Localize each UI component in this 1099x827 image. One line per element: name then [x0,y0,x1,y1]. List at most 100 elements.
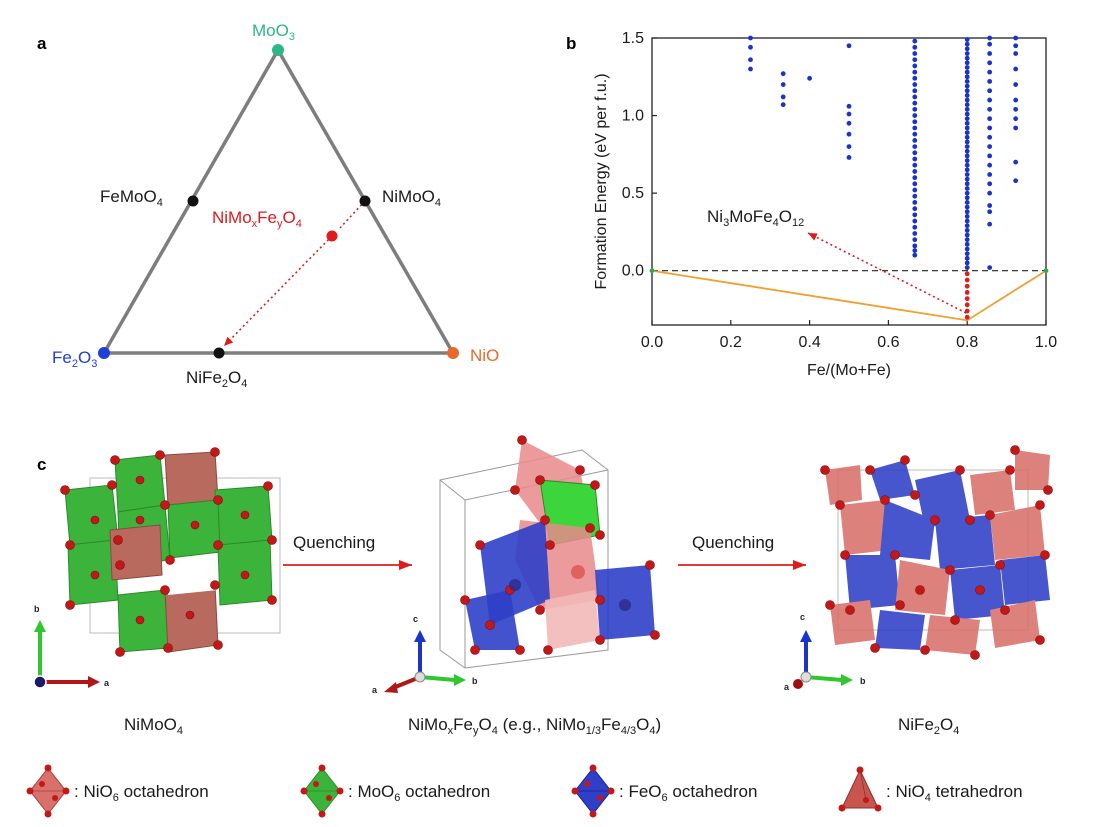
femoo4-marker [187,195,199,207]
data-point [780,102,786,108]
data-point [964,144,970,149]
data-point [1013,178,1019,184]
data-point [780,71,786,77]
data-point [964,302,970,308]
data-point [912,75,918,81]
vertex-fe2o3-marker [98,347,110,359]
axis-a-label-right: a [784,682,790,692]
data-point [912,88,918,94]
data-point [964,296,970,302]
legend-feo6-icon [571,764,615,818]
data-point [846,131,852,137]
data-point [1043,268,1049,274]
data-point [912,44,918,50]
data-point [846,111,852,117]
data-point [748,35,753,41]
data-point [987,125,993,131]
vertex-moo3-marker [272,44,284,56]
axis-a-label-mid: a [372,685,378,695]
data-point [987,134,993,140]
vertex-moo3-label: MoO3 [252,21,295,43]
data-point [846,120,852,126]
data-point [912,94,918,100]
data-point [964,102,970,108]
y-tick-label: 1.5 [622,30,644,47]
vertex-nio-label: NiO [470,346,499,365]
data-point [964,260,970,266]
quenching-label-1: Quenching [293,533,375,552]
data-point [987,116,993,122]
ni3mofe4o12-annotation: Ni3MoFe4O12 [707,207,804,229]
nife2o4-label: NiFe2O4 [186,368,247,390]
legend-nio6-label: : NiO6 octahedron [74,782,209,804]
data-point [964,162,970,168]
data-point [964,265,970,270]
panel-c-letter: c [37,455,46,474]
data-point [964,83,970,89]
axes-indicator-left: b a [33,604,110,689]
data-point [780,82,786,87]
panel-a: a MoO3 Fe2O3 NiO FeMoO4 NiMoO4 NiFe2O4 N… [37,21,499,390]
data-point [912,162,918,168]
vertex-fe2o3-label: Fe2O3 [52,348,97,370]
data-point [964,176,970,182]
data-point [964,232,970,238]
data-point [964,223,970,229]
data-point [964,209,970,215]
data-point [912,237,918,243]
data-point [964,74,970,80]
data-point [987,144,993,149]
data-point [964,79,970,84]
panel-c: c [33,435,1053,737]
nimoo4-marker [359,195,371,207]
data-point [912,131,918,137]
data-point [912,51,918,56]
data-point [964,227,970,233]
data-point [964,314,970,320]
data-point [912,200,918,205]
data-point [964,255,970,261]
data-point [912,187,918,193]
data-point [748,57,753,63]
y-tick-label: 1.0 [622,108,644,125]
nimoo4-label: NiMoO4 [382,187,441,209]
data-point [987,265,993,270]
data-point [987,190,993,196]
data-point [912,38,918,44]
data-point [987,221,993,227]
data-point [964,37,970,42]
data-point [964,271,970,277]
data-point [912,181,918,187]
polyhedra-legend: : NiO6 octahedron : MoO6 octahedron : Fe… [26,764,1023,818]
data-point [964,139,970,145]
data-point [964,111,970,117]
data-point [964,204,970,210]
panel-b: b 0.0 0.2 0.4 0.6 0.8 1.0 0.0 0.5 1.0 1.5 Fe/(Mo+F… [566,30,1057,379]
data-point [964,241,970,247]
data-point [987,35,993,41]
data-point [964,172,970,177]
caption-nimoxfeyo4: NiMoxFeyO4 (e.g., NiMo1/3Fe4/3O4) [408,715,661,737]
data-point [987,88,993,94]
data-point [807,75,812,81]
data-point [912,106,918,112]
mixed-label: NiMoxFeyO4 [212,208,302,230]
data-point [987,172,993,177]
data-point [846,155,852,160]
vertex-nio-marker [447,347,459,359]
data-point [912,100,918,106]
x-tick-label: 0.8 [956,334,978,351]
data-point [1013,159,1019,165]
data-point [1013,82,1019,87]
axis-b-label: b [34,604,40,614]
data-point [1013,97,1019,103]
x-tick-label: 0.4 [798,334,820,351]
data-point [912,150,918,156]
data-point [748,66,753,72]
data-point [1013,43,1019,49]
legend-moo6-icon [300,764,344,818]
data-point [964,120,970,126]
data-point [912,231,918,236]
data-point [964,125,970,131]
data-point [964,116,970,122]
